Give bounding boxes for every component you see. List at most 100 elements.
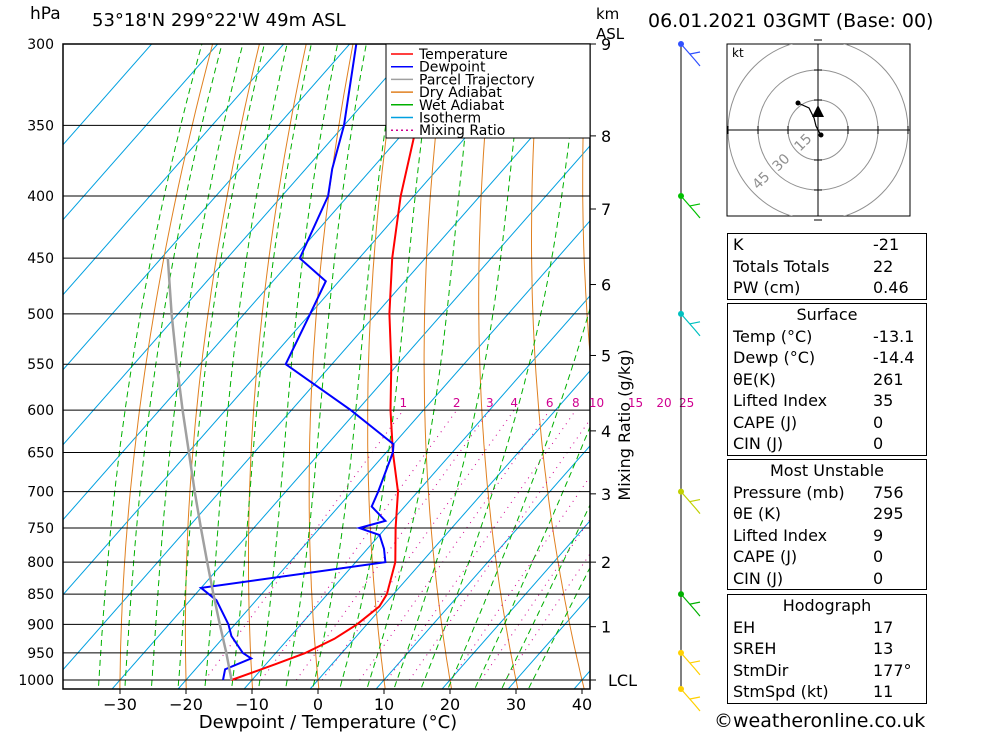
mixing-ratio-line bbox=[409, 418, 590, 681]
wet-adiabat-line bbox=[97, 44, 203, 689]
x-tick-label: −30 bbox=[103, 695, 137, 714]
index-key: Dewp (°C) bbox=[733, 348, 816, 367]
index-row: θE (K) 295 bbox=[728, 503, 926, 525]
wind-barb bbox=[680, 652, 701, 676]
grid-lines bbox=[63, 44, 590, 689]
km-tick-label: 3 bbox=[601, 485, 611, 504]
wind-barb bbox=[680, 491, 701, 514]
index-key: StmDir bbox=[733, 660, 789, 680]
isotherm-line bbox=[375, 445, 590, 689]
isotherm-line bbox=[243, 295, 590, 689]
km-tick-label: 7 bbox=[601, 200, 611, 219]
x-tick-label: 40 bbox=[572, 695, 592, 714]
index-value: 0 bbox=[873, 547, 884, 566]
wet-adiabat-line bbox=[474, 425, 590, 689]
wind-barb-flag bbox=[689, 498, 701, 503]
y-tick-label: 1000 bbox=[18, 673, 54, 689]
box-title: Most Unstable bbox=[770, 461, 884, 480]
storm-motion-marker bbox=[812, 105, 824, 117]
wet-adiabat-line bbox=[150, 44, 244, 689]
wet-adiabat-line bbox=[312, 44, 399, 689]
index-key: Totals Totals bbox=[733, 256, 830, 276]
index-value: 35 bbox=[873, 391, 894, 410]
dry-adiabat-line bbox=[582, 44, 590, 359]
hodograph-trace bbox=[797, 102, 822, 136]
wind-barb-flag bbox=[689, 203, 701, 207]
index-row: StmSpd (kt) 11 bbox=[728, 681, 926, 703]
index-row: CAPE (J) 0 bbox=[728, 546, 926, 568]
index-key: Temp (°C) bbox=[733, 326, 813, 346]
legend-entry: Dry Adiabat bbox=[419, 85, 502, 101]
isotherm-line bbox=[63, 44, 285, 296]
legend-entry: Isotherm bbox=[419, 111, 481, 127]
mixing-ratio-axis-label: Mixing Ratio (g/kg) bbox=[615, 349, 634, 500]
mixing-ratio-label: 6 bbox=[546, 396, 554, 410]
km-tick-label: 9 bbox=[601, 35, 611, 54]
isotherm-line bbox=[63, 44, 153, 146]
series-line-parcel-trajectory bbox=[166, 258, 233, 681]
y-tick-label: 600 bbox=[27, 403, 54, 419]
x-tick-label: 20 bbox=[440, 695, 460, 714]
index-row: Lifted Index 9 bbox=[728, 525, 926, 547]
index-key: SREH bbox=[733, 639, 777, 658]
y-tick-label: 350 bbox=[27, 118, 54, 134]
index-value: 9 bbox=[873, 525, 884, 545]
wet-adiabat-line bbox=[124, 44, 223, 689]
series-group bbox=[166, 44, 444, 681]
wet-adiabat-line bbox=[284, 44, 367, 689]
index-value: -13.1 bbox=[873, 326, 915, 346]
index-row: CIN (J) 0 bbox=[728, 433, 926, 455]
y-tick-label: 650 bbox=[27, 445, 54, 461]
x-axis-label: Dewpoint / Temperature (°C) bbox=[199, 712, 457, 733]
dry-adiabat-line bbox=[423, 44, 453, 689]
most-unstable-box: Most Unstable Pressure (mb) 756 θE (K) 295 Li… bbox=[727, 459, 927, 590]
index-key: StmSpd (kt) bbox=[733, 682, 829, 701]
wind-barb bbox=[680, 313, 701, 337]
mixing-ratio-label: 20 bbox=[656, 396, 671, 410]
plot-frame bbox=[62, 43, 591, 690]
legend-entry: Wet Adiabat bbox=[419, 98, 505, 114]
km-tick-label: 8 bbox=[601, 127, 611, 146]
y-tick-label: 550 bbox=[27, 357, 54, 373]
mixing-ratio-line bbox=[321, 409, 515, 681]
mixing-ratio-label: 10 bbox=[589, 396, 604, 410]
isotherm-line bbox=[63, 44, 549, 596]
dry-adiabat-line bbox=[367, 44, 401, 689]
wind-barb-flag bbox=[689, 51, 701, 55]
index-row: Totals Totals 22 bbox=[728, 256, 926, 278]
wet-adiabat-line bbox=[258, 44, 339, 689]
km-tick-label: 4 bbox=[601, 422, 611, 441]
surface-box: Surface Temp (°C) -13.1 Dewp (°C) -14.4 θE(K)… bbox=[727, 303, 927, 456]
credit-label: ©weatheronline.co.uk bbox=[714, 710, 926, 732]
km-tick-label: LCL bbox=[608, 671, 637, 690]
mixing-ratio-line bbox=[504, 553, 590, 681]
axes-group: −30 −20 −10 0 10 20 30 40 Dewpoint / Temperature… bbox=[103, 35, 694, 733]
isotherm-line bbox=[63, 44, 483, 521]
y-tick-label: 900 bbox=[27, 617, 54, 633]
index-key: K bbox=[733, 235, 744, 254]
y-tick-label: 700 bbox=[27, 485, 54, 501]
index-key: θE(K) bbox=[733, 369, 776, 389]
mixing-ratio-line bbox=[295, 409, 491, 681]
isotherm-line bbox=[441, 520, 590, 689]
index-value: 13 bbox=[873, 639, 894, 658]
mixing-ratio-label: 15 bbox=[628, 396, 643, 410]
indices-box: K -21 Totals Totals 22 PW (cm) 0.46 bbox=[727, 233, 927, 300]
km-ref: ASL bbox=[596, 25, 625, 43]
legend-entry: Temperature bbox=[418, 47, 508, 63]
hodograph-point bbox=[818, 132, 824, 138]
isotherm-line bbox=[63, 44, 219, 221]
y-tick-label: 300 bbox=[27, 37, 54, 53]
wind-barb bbox=[680, 688, 701, 712]
index-row: Pressure (mb) 756 bbox=[728, 482, 926, 504]
mixing-ratio-label: 8 bbox=[572, 396, 580, 410]
index-value: 0 bbox=[873, 434, 884, 453]
legend-entry: Mixing Ratio bbox=[419, 123, 505, 139]
wind-profile bbox=[678, 41, 701, 712]
isotherm-line bbox=[177, 220, 590, 689]
index-value: 756 bbox=[873, 482, 904, 502]
wind-barb bbox=[680, 593, 701, 617]
hodograph-unit: kt bbox=[732, 46, 744, 60]
isotherm-line bbox=[63, 44, 417, 446]
